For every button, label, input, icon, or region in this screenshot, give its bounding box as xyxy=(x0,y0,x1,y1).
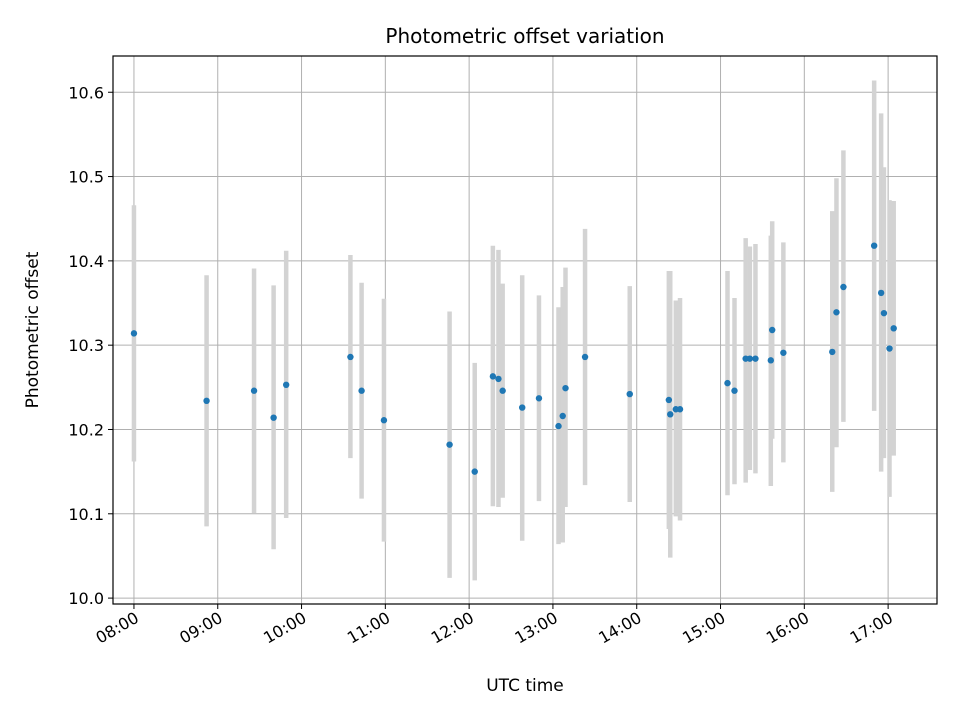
y-axis-label: Photometric offset xyxy=(23,251,43,408)
data-point xyxy=(562,384,569,392)
data-point xyxy=(270,414,277,421)
data-point xyxy=(495,375,502,383)
data-point xyxy=(667,411,674,418)
data-point xyxy=(347,353,354,361)
data-point xyxy=(752,355,759,362)
data-point xyxy=(870,242,878,249)
data-point xyxy=(840,283,847,291)
plot-frame xyxy=(112,55,938,605)
data-point xyxy=(282,381,290,388)
y-tick-label: 10.1 xyxy=(68,505,104,524)
data-point xyxy=(877,289,885,297)
y-tick-label: 10.6 xyxy=(68,83,104,102)
y-tick-label: 10.4 xyxy=(68,252,104,271)
data-point xyxy=(358,387,365,394)
data-point xyxy=(203,397,210,405)
y-tick-label: 10.0 xyxy=(68,589,104,608)
grid xyxy=(113,56,937,604)
data-point xyxy=(769,326,776,334)
y-tick-label: 10.5 xyxy=(68,168,104,187)
data-point xyxy=(829,348,836,356)
data-point xyxy=(499,387,506,394)
data-point xyxy=(767,357,775,364)
data-point xyxy=(833,309,840,316)
data-point xyxy=(746,355,754,362)
data-point xyxy=(581,353,589,361)
data-point xyxy=(519,404,526,411)
data-point xyxy=(724,379,731,387)
data-point xyxy=(880,309,888,317)
y-axis-ticks: 10.0 10.1 10.2 10.3 10.4 10.5 10.6 xyxy=(68,83,113,608)
data-point xyxy=(665,396,673,404)
data-point xyxy=(130,330,138,337)
data-points xyxy=(130,242,897,475)
data-point xyxy=(559,412,566,420)
y-tick-label: 10.3 xyxy=(68,336,104,355)
data-point xyxy=(731,387,738,394)
chart-title: Photometric offset variation xyxy=(385,24,664,48)
x-axis-label: UTC time xyxy=(486,676,564,696)
data-point xyxy=(886,345,893,352)
data-point xyxy=(489,373,497,380)
data-point xyxy=(535,395,543,402)
data-point xyxy=(446,441,453,448)
data-point xyxy=(555,422,562,430)
data-point xyxy=(250,387,258,394)
data-point xyxy=(676,406,684,413)
data-point xyxy=(780,349,787,356)
data-point xyxy=(471,468,478,475)
data-point xyxy=(890,325,897,332)
data-point xyxy=(380,417,388,424)
data-point xyxy=(626,390,633,398)
y-tick-label: 10.2 xyxy=(68,420,104,439)
